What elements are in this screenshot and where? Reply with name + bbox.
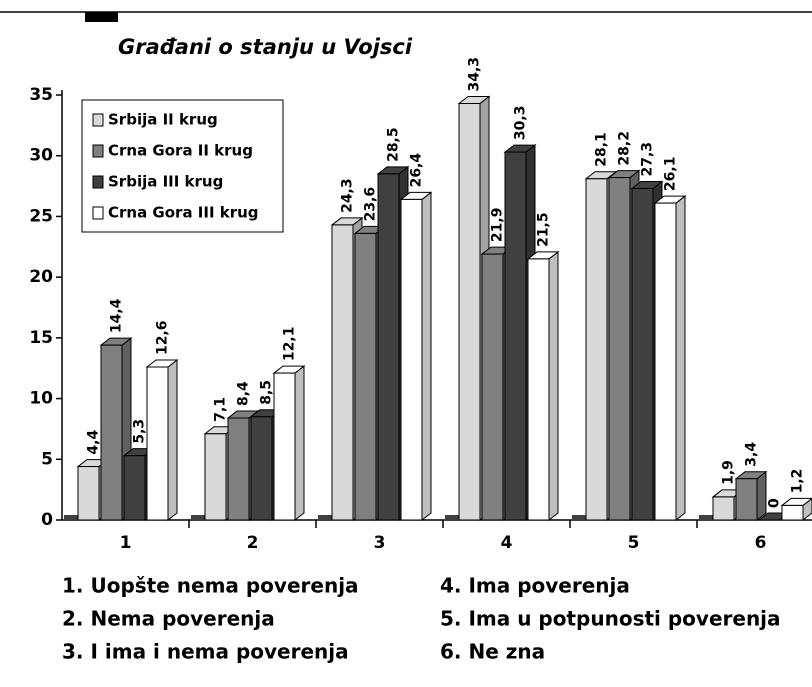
category-note: 2. Nema poverenja <box>62 607 275 631</box>
bar <box>354 232 377 521</box>
legend-label: Crna Gora II krug <box>108 142 253 160</box>
bar <box>77 466 100 521</box>
y-tick-label: 5 <box>41 449 53 469</box>
y-tick-label: 10 <box>29 389 53 409</box>
chart-title: Građani o stanju u Vojsci <box>118 35 413 59</box>
data-label: 21,9 <box>490 208 506 243</box>
bar <box>585 178 608 521</box>
data-label: 12,1 <box>282 327 298 362</box>
y-tick-label: 25 <box>29 206 53 226</box>
bar <box>654 202 677 521</box>
data-label: 27,3 <box>640 142 656 177</box>
data-label: 1,2 <box>790 469 806 494</box>
bar-side <box>675 195 686 522</box>
bar <box>527 258 550 521</box>
y-tick-label: 15 <box>29 328 53 348</box>
bar <box>712 496 735 521</box>
data-label: 4,4 <box>86 430 102 455</box>
bar-side <box>548 250 559 522</box>
y-tick-label: 30 <box>29 146 53 166</box>
data-label: 12,6 <box>155 320 171 355</box>
data-label: 8,5 <box>259 380 275 405</box>
data-label: 14,4 <box>109 298 125 333</box>
bar <box>504 151 527 521</box>
legend-swatch <box>92 144 104 158</box>
bar-side <box>756 470 767 522</box>
bar <box>631 188 654 521</box>
data-label: 3,4 <box>744 442 760 467</box>
x-tick-label: 5 <box>628 533 640 553</box>
floor-slab <box>445 515 459 520</box>
data-label: 28,2 <box>617 131 633 166</box>
bar <box>146 366 169 521</box>
x-tick-label: 3 <box>374 533 386 553</box>
bar <box>781 504 804 521</box>
legend-label: Srbija II krug <box>108 111 218 129</box>
bar <box>100 344 123 521</box>
floor-slab <box>64 515 78 520</box>
data-label: 21,5 <box>536 212 552 247</box>
category-note: 3. I ima i nema poverenja <box>62 640 349 664</box>
data-label: 8,4 <box>236 381 252 406</box>
data-label: 23,6 <box>363 187 379 222</box>
x-tick-label: 4 <box>501 533 513 553</box>
floor-slab <box>572 515 586 520</box>
bar-side <box>421 191 432 522</box>
data-label: 28,5 <box>386 127 402 162</box>
bar <box>227 417 250 521</box>
y-tick-label: 35 <box>29 85 53 105</box>
data-label: 5,3 <box>132 419 148 444</box>
x-tick-label: 2 <box>247 533 259 553</box>
bar <box>735 478 758 521</box>
bar <box>481 253 504 521</box>
bar <box>458 103 481 521</box>
data-label: 26,1 <box>663 157 679 192</box>
data-label: 26,4 <box>409 153 425 188</box>
bar-side <box>294 365 305 522</box>
header-block <box>85 12 118 22</box>
bar <box>400 198 423 521</box>
bar <box>250 416 273 521</box>
y-tick-label: 0 <box>41 510 53 530</box>
legend-label: Crna Gora III krug <box>108 204 259 222</box>
legend-box <box>81 99 284 233</box>
bar <box>273 372 296 521</box>
category-note: 4. Ima poverenja <box>440 574 630 598</box>
bar <box>204 433 227 521</box>
category-note: 6. Ne zna <box>440 640 545 664</box>
bar <box>377 173 400 521</box>
data-label: 28,1 <box>594 132 610 167</box>
floor-slab <box>318 515 332 520</box>
data-label: 24,3 <box>340 178 356 213</box>
x-tick-label: 1 <box>120 533 132 553</box>
data-label: 7,1 <box>213 397 229 422</box>
legend-swatch <box>92 113 104 127</box>
data-label: 34,3 <box>467 57 483 92</box>
bar <box>331 224 354 521</box>
legend-swatch <box>92 175 104 189</box>
bar <box>608 177 631 521</box>
data-label: 1,9 <box>721 460 737 485</box>
x-tick-label: 6 <box>755 533 767 553</box>
y-tick-label: 20 <box>29 267 53 287</box>
data-label: 30,3 <box>513 106 529 141</box>
floor-slab <box>699 515 713 520</box>
legend-swatch <box>92 206 104 220</box>
category-note: 5. Ima u potpunosti poverenja <box>440 607 781 631</box>
category-note: 1. Uopšte nema poverenja <box>62 574 359 598</box>
bar <box>123 455 146 521</box>
data-label: 0 <box>767 498 783 508</box>
legend-label: Srbija III krug <box>108 173 223 191</box>
bar-side <box>167 358 178 522</box>
floor-slab <box>191 515 205 520</box>
